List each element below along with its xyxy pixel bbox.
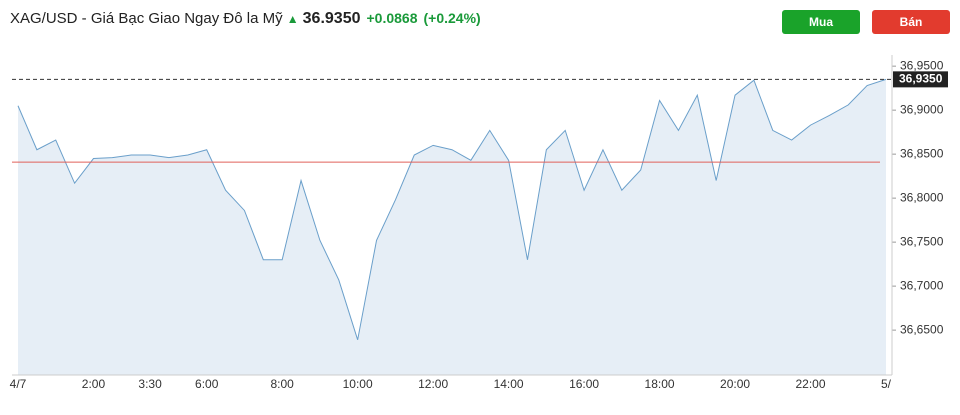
y-tick-label: 36,9000 <box>900 102 944 116</box>
x-tick-label: 10:00 <box>343 377 373 391</box>
x-tick-label: 20:00 <box>720 377 750 391</box>
x-tick-label: 2:00 <box>82 377 106 391</box>
x-tick-label: 12:00 <box>418 377 448 391</box>
y-tick-label: 36,7500 <box>900 234 944 248</box>
y-tick-label: 36,6500 <box>900 322 944 336</box>
y-tick-label: 36,8500 <box>900 146 944 160</box>
y-tick-label: 36,7000 <box>900 278 944 292</box>
sell-button[interactable]: Bán <box>872 10 950 34</box>
current-price-label: 36,9350 <box>899 72 943 86</box>
price: 36.9350 <box>302 10 361 27</box>
x-tick-label: 8:00 <box>270 377 294 391</box>
up-arrow: ▲ <box>286 12 299 26</box>
header: XAG/USD - Giá Bạc Giao Ngay Đô la Mỹ ▲ 36… <box>10 10 481 28</box>
current-price-box <box>893 71 948 88</box>
x-tick-label: 5/ <box>881 377 892 391</box>
price-line <box>17 78 887 340</box>
area <box>18 79 886 375</box>
x-tick-label: 16:00 <box>569 377 599 391</box>
x-tick-label: 22:00 <box>796 377 826 391</box>
change: +0.0868 <box>366 10 418 26</box>
x-tick-label: 3:30 <box>138 377 162 391</box>
x-tick-label: 14:00 <box>494 377 524 391</box>
x-tick-label: 6:00 <box>195 377 219 391</box>
title: XAG/USD - Giá Bạc Giao Ngay Đô la Mỹ <box>10 10 283 27</box>
y-tick-label: 36,8000 <box>900 190 944 204</box>
buy-button[interactable]: Mua <box>782 10 860 34</box>
x-tick-label: 4/7 <box>10 377 27 391</box>
y-tick-label: 36,9500 <box>900 58 944 72</box>
change-percent: (+0.24%) <box>423 10 481 26</box>
x-tick-label: 18:00 <box>645 377 675 391</box>
